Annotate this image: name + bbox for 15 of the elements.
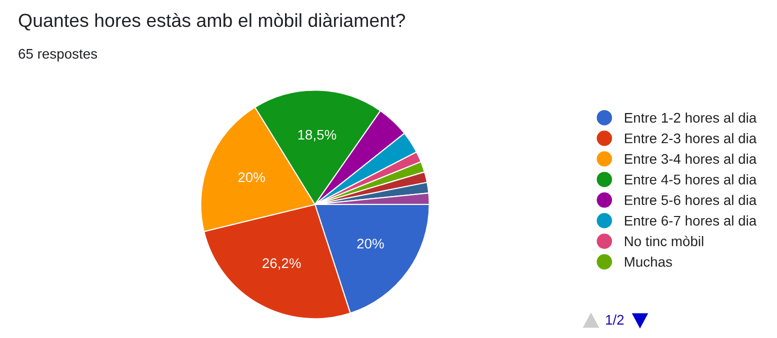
data-label: 26,2% — [262, 258, 301, 270]
data-label: 18,5% — [298, 130, 336, 142]
legend-label: No tinc mòbil — [624, 236, 704, 246]
legend-label: Entre 2-3 hores al dia — [624, 133, 757, 144]
data-label: 20% — [357, 238, 384, 249]
legend-label: Entre 6-7 hores al dia — [624, 215, 757, 226]
legend-label: Entre 1-2 hores al dia — [624, 112, 757, 123]
legend-label: Muchas — [624, 256, 672, 267]
text: 65 respostes — [18, 48, 98, 62]
legend-label: Entre 4-5 hores al dia — [624, 174, 757, 184]
legend-label: Entre 3-4 hores al dia — [624, 154, 757, 164]
chart-title: Quantes hores estàs amb el mòbil diàriament? — [18, 13, 406, 30]
text: 1/2 — [606, 314, 624, 325]
data-label: 20% — [238, 172, 265, 182]
legend-label: Entre 5-6 hores al dia — [624, 194, 757, 206]
